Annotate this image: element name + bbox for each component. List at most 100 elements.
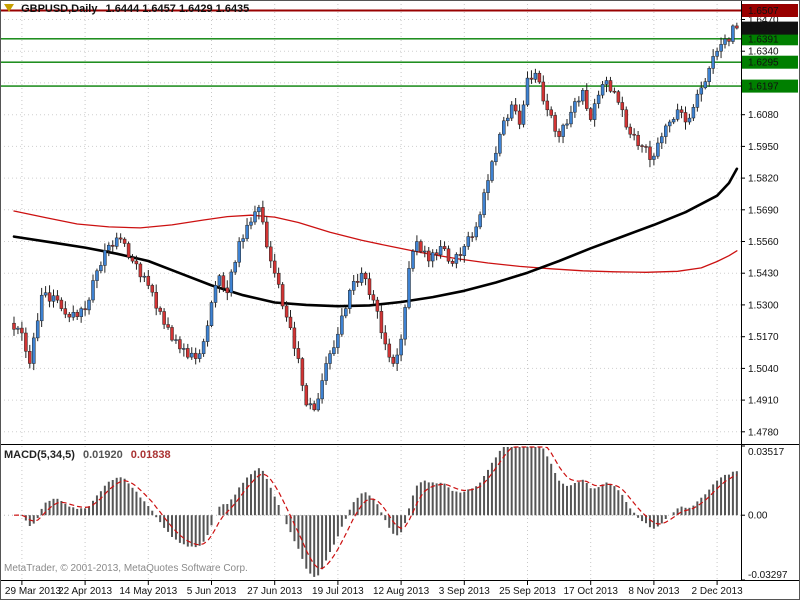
price-axis-strip: [742, 0, 800, 580]
candle-body: [458, 254, 463, 256]
date-label: 8 Nov 2013: [628, 586, 680, 597]
candle-body: [430, 252, 435, 262]
support-price-badge: [742, 79, 798, 93]
candle-body: [723, 38, 727, 45]
candle-body: [67, 313, 72, 318]
candle-body: [557, 130, 561, 137]
price-axis-label: 1.5300: [748, 300, 779, 311]
date-label: 2 Dec 2013: [692, 586, 744, 597]
support-price-badge-label: 1.6295: [748, 58, 779, 69]
candle-body: [415, 241, 419, 252]
candle-body: [679, 109, 684, 113]
candle-body: [35, 320, 40, 339]
candle-body: [213, 285, 218, 303]
candle-body: [537, 72, 542, 83]
candle-body: [391, 356, 395, 364]
candle-body: [588, 108, 593, 120]
candle-body: [59, 299, 64, 309]
support-price-badge-label: 1.6197: [748, 82, 779, 93]
candle-body: [359, 272, 364, 283]
candle-body: [217, 275, 222, 286]
candle-body: [379, 311, 384, 334]
candle-body: [221, 275, 226, 289]
candle-body: [178, 339, 182, 350]
candle-body: [269, 246, 273, 262]
candle-body: [438, 246, 443, 256]
candle-body: [245, 224, 249, 239]
candle-body: [371, 294, 376, 301]
candle-body: [699, 87, 704, 95]
candle-body: [509, 104, 514, 119]
candle-body: [687, 117, 692, 123]
candle-body: [506, 117, 510, 122]
price-axis-label: 1.5950: [748, 142, 779, 153]
candle-body: [107, 244, 111, 251]
candle-body: [332, 347, 336, 354]
date-label: 19 Jul 2013: [312, 586, 364, 597]
candle-body: [545, 100, 550, 111]
candle-body: [581, 90, 585, 102]
candle-body: [296, 348, 301, 359]
candle-body: [71, 312, 76, 318]
candle-body: [79, 308, 83, 317]
current-price-badge-label: 1.6435: [748, 24, 779, 35]
candle-body: [735, 25, 739, 29]
candle-body: [237, 241, 241, 263]
candle-body: [517, 110, 522, 125]
candle-body: [39, 294, 44, 322]
candle-body: [367, 278, 372, 295]
candle-body: [201, 341, 206, 354]
candle-body: [695, 93, 700, 108]
candle-body: [446, 248, 451, 262]
candle-body: [577, 100, 581, 103]
candle-body: [253, 211, 257, 223]
candle-body: [675, 109, 680, 120]
candle-body: [249, 221, 253, 226]
candle-body: [569, 111, 573, 125]
candle-body: [51, 295, 56, 302]
candle-body: [205, 325, 210, 342]
candle-body: [636, 134, 640, 146]
candle-body: [154, 292, 158, 309]
price-axis-label: 1.4780: [748, 427, 779, 438]
candle-body: [403, 307, 407, 340]
support-price-badge: [742, 32, 798, 46]
candle-body: [498, 133, 502, 154]
candle-body: [482, 192, 486, 215]
chart-title: GBPUSD,Daily 1.6444 1.6457 1.6429 1.6435: [4, 3, 249, 15]
candle-body: [118, 237, 123, 240]
candle-body: [363, 272, 368, 280]
candle-body: [126, 243, 131, 258]
candle-body: [585, 90, 589, 109]
candle-body: [229, 271, 234, 293]
candle-body: [648, 146, 652, 160]
candle-body: [158, 307, 162, 312]
candle-body: [450, 261, 455, 264]
candle-body: [525, 77, 530, 106]
candle-body: [308, 403, 313, 406]
candle-body: [727, 38, 731, 42]
candle-body: [12, 322, 16, 330]
price-axis-label: 1.4910: [748, 396, 779, 407]
candle-body: [513, 104, 518, 112]
resistance-price-badge: [742, 4, 798, 17]
candle-body: [312, 403, 316, 411]
candle-body: [344, 308, 348, 317]
chart-symbol-icon: [4, 4, 14, 12]
candle-body: [707, 68, 711, 82]
candle-body: [300, 358, 305, 386]
candle-body: [146, 275, 151, 286]
candle-body: [272, 260, 277, 274]
ohlc-values: 1.6444 1.6457 1.6429 1.6435: [105, 3, 250, 15]
candle-body: [604, 80, 609, 85]
candle-body: [592, 103, 597, 120]
candle-body: [288, 316, 293, 329]
candle-body: [142, 275, 147, 278]
candle-body: [316, 398, 320, 411]
candle-body: [541, 81, 546, 102]
candle-body: [624, 109, 629, 128]
candle-body: [336, 333, 340, 348]
price-axis-label: 1.5430: [748, 269, 779, 280]
date-label: 17 Oct 2013: [563, 586, 618, 597]
